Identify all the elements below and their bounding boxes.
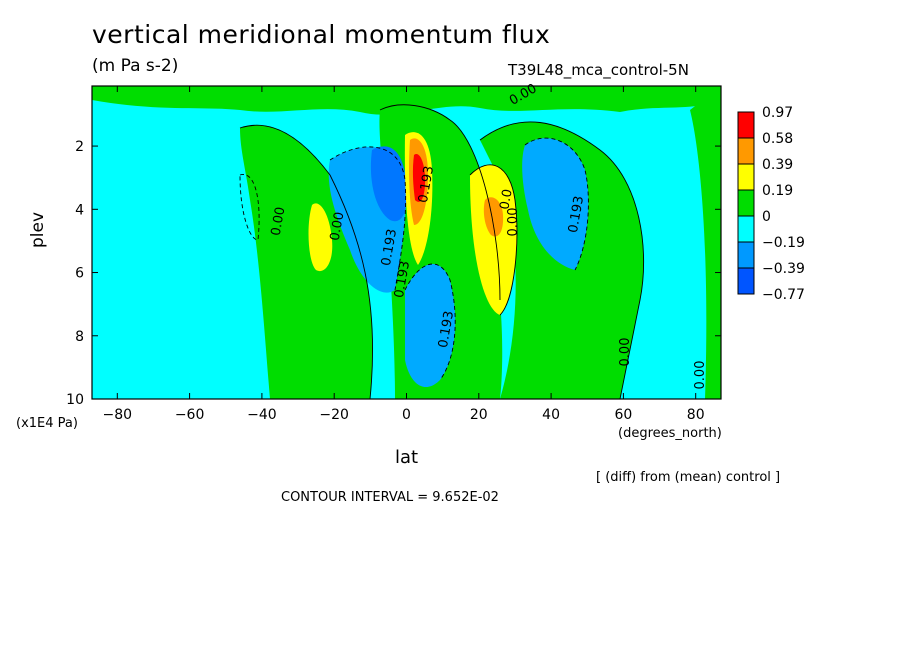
colorbar-label: 0.58 (762, 131, 793, 147)
contour-label: 0.193 (416, 165, 437, 204)
colorbar-label: 0 (762, 209, 771, 225)
x-tick-label: 20 (470, 407, 488, 423)
contour-label: 0.00 (618, 338, 633, 367)
x-tick-label: −20 (319, 407, 349, 423)
contour-label: 0.00 (269, 206, 289, 237)
colorbar-label: 0.39 (762, 157, 793, 173)
y-tick-label: 4 (75, 202, 84, 218)
y-tick-label: 8 (75, 329, 84, 345)
contour-label: 0.193 (436, 310, 457, 349)
contour-label: 0.0 (497, 188, 515, 211)
y-axis-units: (x1E4 Pa) (16, 416, 78, 431)
axis-ticks: −80 −60 −40 −20 0 20 40 60 80 2 4 6 8 10 (66, 86, 721, 423)
contour-label: 0.193 (392, 260, 413, 299)
colorbar-label: 0.19 (762, 183, 793, 199)
y-tick-label: 6 (75, 266, 84, 282)
run-label: T39L48_mca_control-5N (508, 61, 689, 79)
contour-label: 0.193 (566, 195, 587, 234)
y-tick-label: 10 (66, 392, 84, 408)
x-tick-label: −40 (247, 407, 277, 423)
colorbar-swatch (737, 267, 755, 295)
chart-title: vertical meridional momentum flux (92, 20, 551, 49)
comparison-note: [ (diff) from (mean) control ] (596, 470, 781, 485)
colorbar-swatch (737, 241, 755, 269)
colorbar-swatch (737, 189, 755, 217)
contour-label: 0.193 (379, 228, 400, 267)
x-tick-label: 60 (614, 407, 632, 423)
contour-label: 0.00 (328, 211, 348, 242)
colorbar-swatch (737, 215, 755, 243)
x-axis-label: lat (395, 447, 419, 468)
colorbar-swatch (737, 137, 755, 165)
colorbar-swatch (737, 111, 755, 139)
colorbar-swatch (737, 163, 755, 191)
contour-label-group: 0.000.00 0.000.1930.00.1930.1930.000.000.… (269, 81, 708, 389)
x-tick-label: −80 (103, 407, 133, 423)
colorbar-label: 0.97 (762, 105, 793, 121)
contour-label: 0.00 (693, 361, 708, 390)
chart-units: (m Pa s-2) (92, 56, 179, 76)
contour-fill (92, 86, 721, 399)
x-tick-label: 80 (687, 407, 705, 423)
contour-lines (239, 104, 645, 399)
colorbar-label: −0.19 (762, 235, 805, 251)
y-tick-label: 2 (75, 139, 84, 155)
colorbar-label: −0.39 (762, 261, 805, 277)
contour-label: 0.00 (506, 208, 521, 237)
colorbar-label: −0.77 (762, 287, 805, 303)
x-tick-label: 0 (402, 407, 411, 423)
contour-interval: CONTOUR INTERVAL = 9.652E-02 (281, 490, 499, 505)
colorbar: 0.97 0.58 0.39 0.19 0 −0.19 −0.39 −0.77 (737, 105, 805, 303)
x-axis-units: (degrees_north) (618, 426, 722, 441)
x-tick-label: 40 (542, 407, 560, 423)
x-tick-label: −60 (175, 407, 205, 423)
